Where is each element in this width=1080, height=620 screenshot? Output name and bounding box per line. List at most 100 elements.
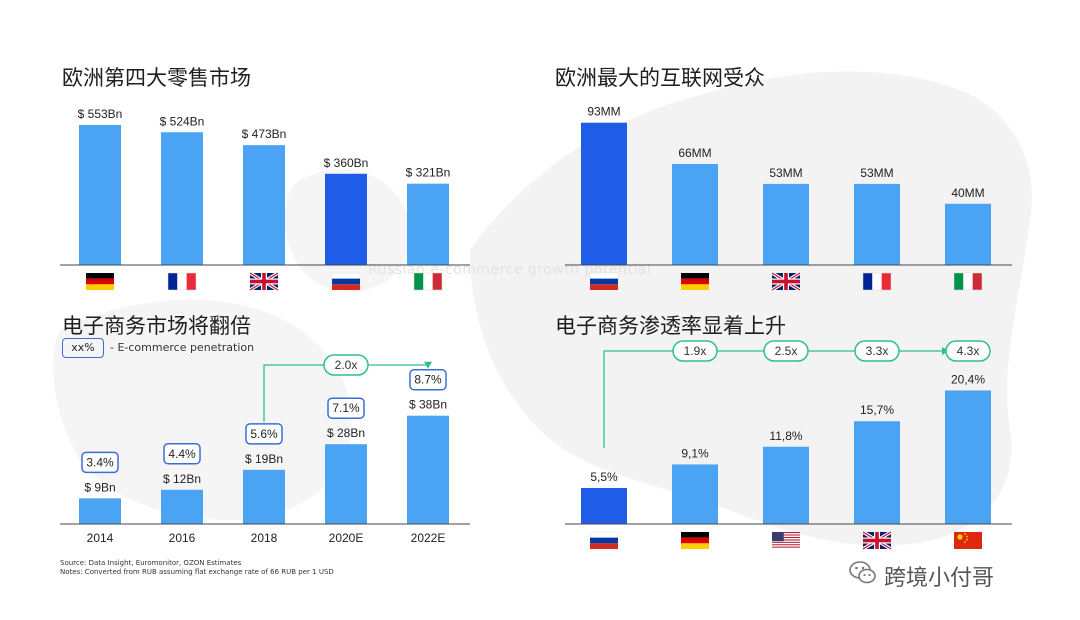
- x-tick-label: 2016: [169, 531, 196, 545]
- penetration-box-label: 4.4%: [168, 447, 196, 461]
- bar: [243, 145, 285, 265]
- penetration-box: [163, 443, 201, 465]
- flag-star: [964, 533, 966, 535]
- bar: [672, 164, 718, 265]
- flag-star: [957, 534, 963, 540]
- penetration-legend-label: - E-commerce penetration: [110, 341, 255, 354]
- flag-stripe: [772, 536, 800, 539]
- multiplier-pill: [672, 340, 718, 362]
- penetration-box-label: 5.6%: [250, 427, 278, 441]
- title-ecommerce-penetration: 电子商务渗透率显着上升: [555, 314, 786, 338]
- bar-value-label: $ 473Bn: [242, 127, 287, 141]
- penetration-box-label: 3.4%: [86, 455, 114, 469]
- watermark-text: 跨境小付哥: [884, 566, 995, 591]
- x-tick-label: 2014: [87, 531, 114, 545]
- bar-value-label: 66MM: [678, 146, 711, 160]
- flag-star: [966, 535, 968, 538]
- flag-stripe: [681, 537, 709, 544]
- flag-de-icon: [681, 273, 709, 290]
- flag-stripe: [772, 542, 800, 545]
- penetration-box: [409, 368, 447, 391]
- penetration-box: [81, 451, 119, 474]
- bar-value-label: $ 321Bn: [406, 166, 451, 180]
- flag-stripe: [972, 273, 982, 290]
- flag-cross: [772, 279, 800, 284]
- bar: [325, 444, 367, 524]
- notes-line: Notes: Converted from RUB assuming flat …: [60, 568, 334, 576]
- bar: [672, 464, 718, 524]
- bar-value-label: $ 360Bn: [324, 156, 369, 170]
- bar-value-label: $ 38Bn: [409, 398, 447, 412]
- flag-de-icon: [681, 532, 709, 549]
- flag-stripe: [590, 537, 618, 544]
- bar: [79, 124, 121, 265]
- flag-fr-icon: [862, 272, 892, 291]
- flag-stripe: [772, 546, 800, 548]
- flag-stripe: [772, 534, 800, 536]
- x-tick-label: 2022E: [411, 531, 446, 545]
- bar: [854, 421, 900, 524]
- flag-ru-icon: [589, 272, 619, 290]
- bar: [161, 132, 203, 265]
- flag-fr-icon: [167, 272, 197, 291]
- bar-value-label: 53MM: [860, 166, 893, 180]
- flag-cross: [863, 538, 891, 543]
- flag-stripe: [872, 273, 882, 290]
- penetration-box-label: 8.7%: [414, 373, 442, 387]
- wechat-icon: [849, 561, 876, 584]
- flag-stripe: [177, 273, 187, 290]
- flag-stripe: [86, 278, 114, 285]
- bar-value-label: 9,1%: [681, 446, 709, 460]
- flag-stripe: [423, 273, 433, 290]
- flag-stripe: [681, 543, 709, 549]
- flag-cross: [250, 279, 278, 284]
- flag-border: [413, 272, 443, 291]
- flag-stripe: [681, 273, 709, 279]
- flag-stripe: [772, 538, 800, 540]
- multiplier-pill: [945, 340, 991, 362]
- bar: [407, 415, 449, 524]
- bar-value-label: 20,4%: [951, 372, 985, 386]
- multiplier-pill-label: 2.5x: [775, 344, 798, 358]
- flag-stripe: [681, 284, 709, 290]
- flag-stripe: [681, 278, 709, 285]
- flag-stripe: [590, 284, 618, 290]
- multiplier-pill-label: 3.3x: [866, 344, 889, 358]
- bar: [161, 489, 203, 524]
- bar: [325, 173, 367, 265]
- title-retail-market: 欧洲第四大零售市场: [62, 66, 251, 90]
- bar: [79, 498, 121, 524]
- flag-border: [862, 272, 892, 291]
- flag-stripe: [681, 532, 709, 538]
- flag-it-icon: [413, 272, 443, 291]
- bar-value-label: 40MM: [951, 186, 984, 200]
- flag-stripe: [332, 278, 360, 285]
- flag-stripe: [863, 273, 873, 290]
- bar: [407, 183, 449, 265]
- flag-stripe: [414, 273, 424, 290]
- bar-value-label: $ 553Bn: [78, 107, 123, 121]
- bar-value-label: $ 28Bn: [327, 426, 365, 440]
- x-tick-label: 2020E: [329, 531, 364, 545]
- flag-stripe: [772, 541, 800, 543]
- x-tick-label: 2018: [251, 531, 278, 545]
- bar: [854, 183, 900, 265]
- flag-border: [167, 272, 197, 291]
- flag-uk-icon: [862, 530, 892, 551]
- flag-ru-icon: [331, 272, 361, 290]
- flag-stripe: [772, 547, 800, 549]
- bar-value-label: $ 9Bn: [84, 480, 115, 494]
- bar: [945, 203, 991, 265]
- penetration-box: [245, 423, 283, 445]
- source-line: Source: Data Insight, Euromonitor, OZON …: [60, 559, 242, 567]
- bar-value-label: 53MM: [769, 166, 802, 180]
- multiplier-pill: [763, 340, 809, 362]
- flag-uk-icon: [249, 271, 279, 292]
- bar: [763, 446, 809, 524]
- growth-multiplier-pill-label: 2.0x: [335, 358, 358, 372]
- flag-stripe: [772, 535, 800, 537]
- flag-stripe: [772, 539, 800, 541]
- bar: [581, 488, 627, 524]
